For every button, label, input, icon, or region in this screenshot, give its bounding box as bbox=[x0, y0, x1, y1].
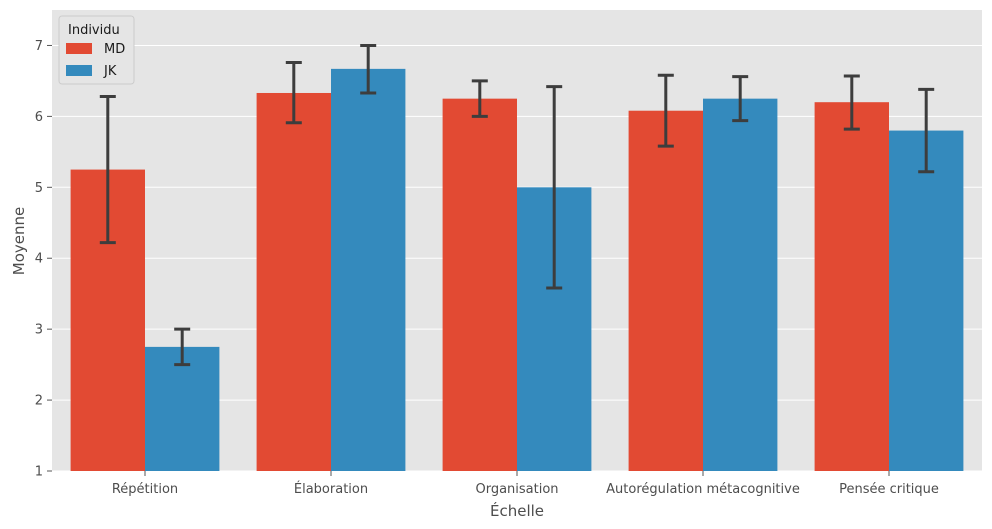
bar-md bbox=[256, 92, 331, 471]
legend-label-jk: JK bbox=[103, 64, 117, 79]
legend: Individu MD JK bbox=[58, 15, 135, 85]
x-tick-label: Élaboration bbox=[294, 481, 368, 497]
bar-jk bbox=[703, 98, 778, 472]
legend-label-md: MD bbox=[104, 42, 125, 57]
y-tick-label: 4 bbox=[35, 252, 43, 267]
legend-title: Individu bbox=[68, 23, 120, 38]
x-tick-label: Pensée critique bbox=[839, 482, 939, 497]
y-tick-label: 7 bbox=[35, 39, 43, 54]
y-tick-label: 1 bbox=[35, 465, 43, 480]
y-tick-label: 2 bbox=[35, 394, 43, 409]
y-tick-label: 3 bbox=[35, 323, 43, 338]
x-tick-label: Répétition bbox=[112, 482, 178, 497]
y-tick-label: 6 bbox=[35, 110, 43, 125]
y-axis-title: Moyenne bbox=[10, 207, 28, 275]
x-tick-label: Autorégulation métacognitive bbox=[606, 482, 800, 497]
x-axis-title: Échelle bbox=[490, 501, 544, 520]
bar-md bbox=[814, 102, 889, 471]
bar-jk bbox=[889, 130, 964, 472]
bar-jk bbox=[331, 68, 406, 472]
legend-swatch-jk bbox=[66, 65, 92, 76]
y-tick-label: 5 bbox=[35, 181, 43, 196]
x-tick-label: Organisation bbox=[475, 482, 558, 497]
x-axis: Répétition Élaboration Organisation Autorég… bbox=[112, 471, 939, 497]
legend-swatch-md bbox=[66, 43, 92, 54]
error-bars bbox=[99, 43, 935, 367]
bar-md bbox=[628, 110, 703, 472]
y-axis: 1 2 3 4 5 6 7 bbox=[35, 39, 52, 480]
bar-jk bbox=[145, 346, 220, 471]
bar-md bbox=[442, 98, 517, 472]
